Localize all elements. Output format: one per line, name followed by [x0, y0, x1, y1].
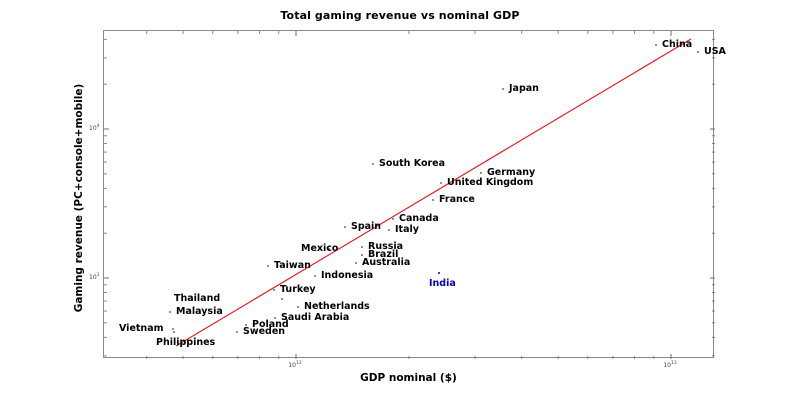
data-point-marker — [360, 245, 364, 249]
data-point-marker — [696, 50, 700, 54]
data-point-marker — [360, 253, 364, 257]
data-point-marker — [313, 274, 317, 278]
y-tick-label: 103 — [89, 273, 100, 281]
data-point-marker — [280, 297, 284, 301]
data-point-label: China — [662, 39, 693, 50]
data-point-label: Russia — [368, 241, 404, 252]
data-point-label: Sweden — [243, 326, 286, 337]
data-point-marker — [391, 217, 395, 221]
data-point-label: United Kingdom — [447, 177, 534, 188]
data-point-marker — [439, 181, 443, 185]
data-point-marker — [501, 87, 505, 91]
data-point-marker — [266, 264, 270, 268]
data-point-label: Australia — [362, 257, 411, 268]
data-point-label: Brazil — [368, 249, 399, 260]
data-point-label: Japan — [509, 83, 539, 94]
data-point-marker — [343, 225, 347, 229]
data-point-marker — [431, 198, 435, 202]
data-point-label: South Korea — [379, 158, 446, 169]
data-point-label: Mexico — [301, 243, 339, 254]
trendline — [175, 38, 692, 347]
data-point-marker — [296, 305, 300, 309]
data-point-label: India — [429, 278, 456, 289]
data-point-marker — [273, 316, 277, 320]
data-point-marker — [654, 43, 658, 47]
data-point-label: France — [439, 194, 475, 205]
x-tick-label: 1012 — [288, 361, 302, 369]
data-point-label: Vietnam — [119, 323, 164, 334]
data-point-marker — [371, 162, 375, 166]
plot-svg — [104, 31, 715, 359]
x-axis-label: GDP nominal ($) — [360, 372, 457, 384]
plot-area: China USA Japan South Korea Germany United Ki… — [103, 30, 726, 359]
data-point-marker — [244, 323, 248, 327]
y-tick-label: 104 — [89, 124, 100, 132]
data-point-label: USA — [704, 46, 726, 57]
data-point-label: Spain — [351, 221, 382, 232]
data-point-label: Taiwan — [274, 260, 311, 271]
data-point-marker — [272, 288, 276, 292]
data-point-marker — [354, 261, 358, 265]
data-point-label: Germany — [487, 167, 536, 178]
axis-ticks — [104, 31, 715, 359]
data-point-marker — [479, 171, 483, 175]
data-point-marker — [172, 330, 176, 334]
x-tick-label: 1013 — [663, 361, 677, 369]
data-point-label: Philippines — [156, 337, 216, 348]
data-point-label: Turkey — [280, 284, 316, 295]
chart-title: Total gaming revenue vs nominal GDP — [280, 9, 520, 22]
data-point-marker — [235, 330, 239, 334]
data-point-label: Canada — [399, 213, 439, 224]
data-point-marker — [387, 228, 391, 232]
data-point-marker — [171, 327, 175, 331]
data-point-label: Italy — [395, 224, 419, 235]
data-point-marker — [437, 271, 441, 275]
data-point-marker — [327, 247, 331, 251]
data-point-label: Malaysia — [176, 306, 223, 317]
data-point-label: Saudi Arabia — [281, 312, 350, 323]
trendline-path — [175, 38, 692, 347]
data-point-label: Thailand — [174, 293, 221, 304]
data-point-label: Netherlands — [304, 301, 370, 312]
y-axis-label: Gaming revenue (PC+console+mobile) — [73, 83, 85, 313]
data-point-marker — [168, 310, 172, 314]
data-point-label: Indonesia — [321, 270, 374, 281]
data-point-label: Poland — [252, 319, 289, 330]
